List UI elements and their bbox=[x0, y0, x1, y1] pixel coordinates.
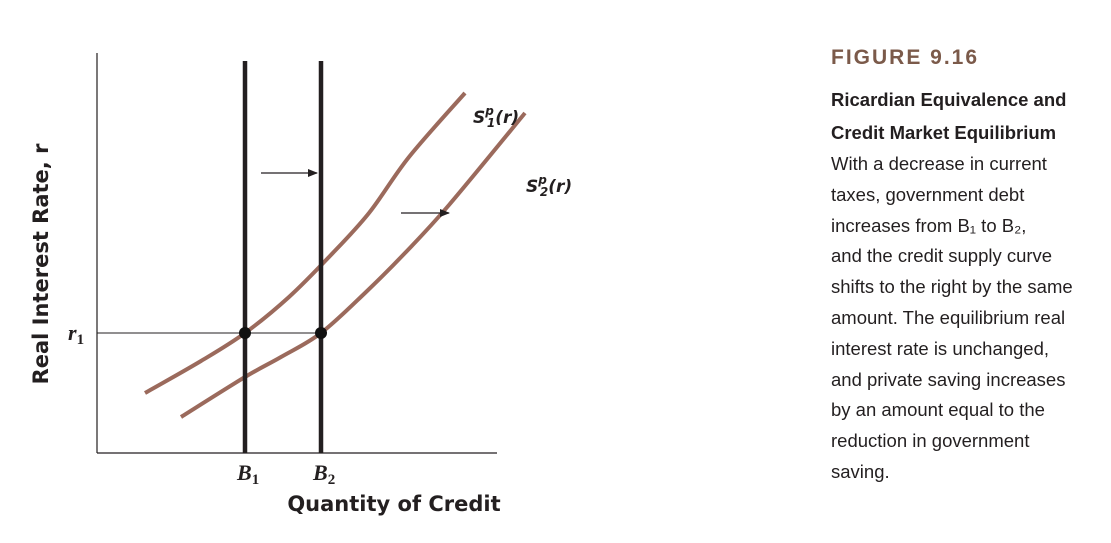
x-tick-subscript: 1 bbox=[252, 472, 260, 488]
figure-title-line-1: Ricardian Equivalence and bbox=[831, 89, 1067, 110]
curve-label-tail: (r) bbox=[548, 177, 572, 197]
caption-line-8: and private saving increases bbox=[831, 368, 1066, 390]
credit-market-chart: Real Interest Rate, r Quantity of Credit r… bbox=[29, 53, 572, 516]
figure-title-line-2: Credit Market Equilibrium bbox=[831, 122, 1057, 143]
x-axis-title: Quantity of Credit bbox=[287, 492, 500, 516]
supply-curve-2 bbox=[179, 111, 527, 419]
x-tick-label-b2: B2 bbox=[312, 460, 335, 488]
x-tick-label-b1: B1 bbox=[236, 460, 259, 488]
supply-curve-1 bbox=[144, 91, 467, 395]
caption-line-3: increases from B₁ to B₂, bbox=[831, 214, 1027, 236]
equilibrium-point-1 bbox=[239, 327, 251, 339]
supply-curve-label-1: Sp 1(r) bbox=[473, 104, 519, 130]
figure-number: FIGURE 9.16 bbox=[831, 46, 980, 69]
curve-label-subscript: 2 bbox=[540, 185, 548, 199]
y-tick-subscript: 1 bbox=[77, 332, 85, 348]
supply-curve-label-2: Sp 2(r) bbox=[526, 173, 572, 199]
y-tick-label-r1: r1 bbox=[68, 320, 84, 348]
caption-line-2: taxes, government debt bbox=[831, 183, 1025, 205]
caption-line-10: reduction in government bbox=[831, 430, 1030, 452]
caption-line-5: shifts to the right by the same bbox=[831, 276, 1073, 298]
curve-label-superscript: p bbox=[537, 173, 547, 187]
caption-line-7: interest rate is unchanged, bbox=[831, 337, 1050, 359]
curve-label-superscript: p bbox=[484, 104, 494, 118]
caption-line-4: and the credit supply curve bbox=[831, 245, 1053, 267]
caption-line-9: by an amount equal to the bbox=[831, 399, 1045, 421]
equilibrium-point-2 bbox=[315, 327, 327, 339]
curve-label-tail: (r) bbox=[495, 108, 519, 128]
curve-label-subscript: 1 bbox=[487, 116, 495, 130]
y-axis-title: Real Interest Rate, r bbox=[29, 143, 53, 384]
caption-line-6: amount. The equilibrium real bbox=[831, 306, 1066, 328]
caption-line-11: saving. bbox=[831, 460, 890, 482]
x-tick-subscript: 2 bbox=[328, 472, 336, 488]
caption-line-1: With a decrease in current bbox=[831, 153, 1047, 174]
figure-caption: FIGURE 9.16 Ricardian Equivalence and Cr… bbox=[831, 46, 1101, 488]
